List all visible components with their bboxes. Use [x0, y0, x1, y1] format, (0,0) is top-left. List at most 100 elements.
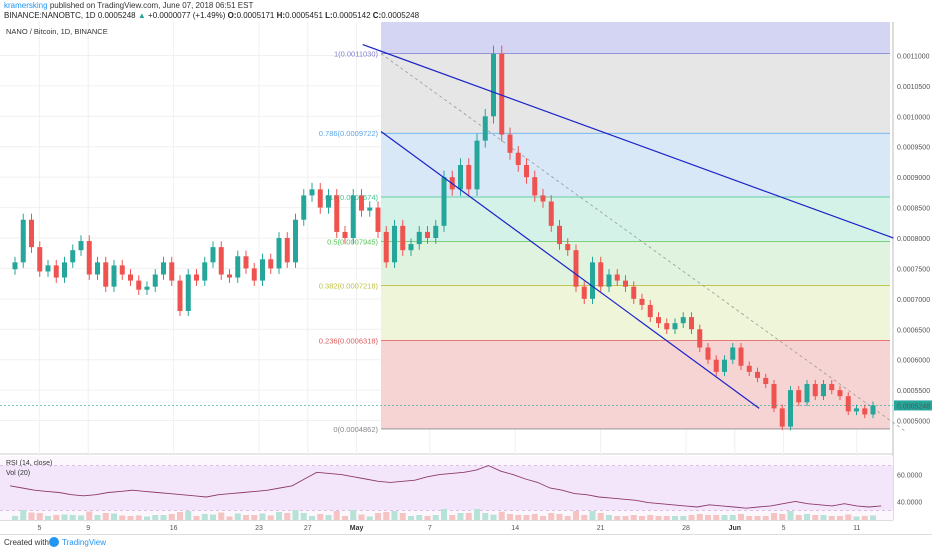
candle-body — [342, 231, 348, 238]
candle-body — [755, 371, 760, 378]
candle-body — [441, 177, 447, 226]
x-tick-label: Jun — [729, 525, 741, 532]
candle-body — [202, 262, 208, 281]
candle-body — [705, 347, 711, 360]
candle-body — [251, 268, 257, 281]
volume-bar — [383, 512, 390, 520]
last-price: 0.0005248 — [97, 11, 136, 20]
volume-bar — [300, 513, 307, 520]
volume-bar — [837, 516, 843, 520]
volume-bar — [111, 513, 117, 520]
volume-bar — [564, 516, 571, 520]
author-link[interactable]: kramersking — [4, 1, 48, 10]
fib-level-label: 0.786(0.0009722) — [319, 129, 379, 138]
y-tick-label: 0.0010500 — [897, 84, 930, 91]
volume-bar — [292, 510, 299, 520]
volume-bar — [243, 515, 249, 520]
volume-bar — [424, 516, 431, 520]
rsi-label: RSI (14, close) — [6, 460, 52, 467]
volume-bar — [820, 515, 827, 520]
candle-body — [62, 262, 67, 278]
candle-body — [557, 225, 562, 245]
candle-body — [425, 231, 430, 238]
x-tick-label: 27 — [304, 525, 312, 532]
candle-body — [854, 408, 859, 412]
volume-bar — [218, 512, 225, 520]
candle-body — [293, 219, 298, 263]
candle-body — [631, 286, 637, 299]
volume-bar — [630, 515, 637, 520]
candle-body — [639, 298, 645, 305]
candle-body — [763, 377, 769, 385]
volume-bar — [523, 515, 530, 520]
volume-bar — [45, 516, 51, 520]
candle-body — [672, 323, 678, 330]
x-tick-label: 5 — [37, 525, 41, 532]
candle-body — [474, 140, 480, 190]
price-chart[interactable]: 1(0.0011030) 0.786(0.0009722) 0.618(0.0008… — [0, 0, 932, 534]
volume-bar — [870, 515, 876, 520]
candle-body — [664, 323, 670, 330]
volume-bar — [210, 514, 216, 520]
volume-bar — [647, 515, 654, 520]
candle-body — [111, 265, 117, 287]
candle-body — [375, 207, 381, 232]
candle-body — [29, 219, 34, 248]
candle-body — [812, 384, 818, 397]
footer: Created with TradingView — [0, 534, 932, 551]
volume-bar — [531, 514, 538, 520]
volume-bar — [28, 512, 35, 520]
candle-body — [95, 262, 100, 275]
candle-body — [433, 225, 439, 238]
candle-body — [821, 384, 826, 397]
volume-bar — [144, 516, 150, 520]
volume-bar — [663, 516, 670, 520]
candle-body — [359, 195, 364, 211]
volume-bar — [474, 509, 480, 520]
fib-level-label: 0.236(0.0006318) — [319, 336, 379, 345]
volume-bar — [597, 513, 604, 520]
candle-body — [119, 265, 125, 275]
candle-body — [235, 256, 241, 278]
open-value: 0.0005171 — [236, 11, 275, 20]
volume-bar — [94, 515, 101, 520]
volume-bar — [284, 513, 291, 520]
low-label: L: — [325, 11, 333, 20]
candle-body — [573, 250, 579, 287]
candle-body — [70, 250, 76, 263]
volume-bar — [78, 515, 84, 520]
volume-bar — [309, 516, 315, 520]
volume-bar — [639, 516, 645, 520]
volume-bar — [391, 511, 398, 520]
candle-body — [12, 262, 18, 270]
candle-body — [103, 262, 109, 287]
price-change: +0.0000077 (+1.49%) — [148, 11, 226, 20]
volume-bar — [762, 516, 769, 520]
candle-body — [499, 53, 505, 135]
candle-body — [227, 274, 232, 278]
volume-bar — [366, 516, 373, 520]
candle-body — [210, 247, 216, 263]
volume-bar — [804, 514, 810, 520]
volume-bar — [333, 511, 340, 520]
candle-body — [614, 274, 620, 281]
tradingview-link[interactable]: TradingView — [62, 538, 107, 547]
volume-bar — [226, 516, 233, 520]
y-tick-label: 0.0007500 — [897, 266, 930, 273]
volume-bar — [515, 515, 522, 520]
volume-bar — [507, 514, 513, 520]
volume-bar — [589, 511, 596, 520]
candle-body — [581, 286, 587, 299]
candle-body — [152, 274, 158, 287]
change-arrow-icon: ▲ — [137, 11, 146, 20]
volume-bar — [127, 516, 134, 520]
candle-body — [458, 164, 463, 190]
candle-body — [507, 134, 513, 153]
x-tick-label: 28 — [682, 525, 690, 532]
volume-bar — [119, 515, 126, 520]
volume-bar — [490, 514, 497, 520]
candle-body — [491, 53, 496, 117]
fib-level-label: 0(0.0004862) — [333, 425, 378, 434]
volume-bar — [36, 513, 43, 520]
volume-bar — [12, 515, 18, 520]
